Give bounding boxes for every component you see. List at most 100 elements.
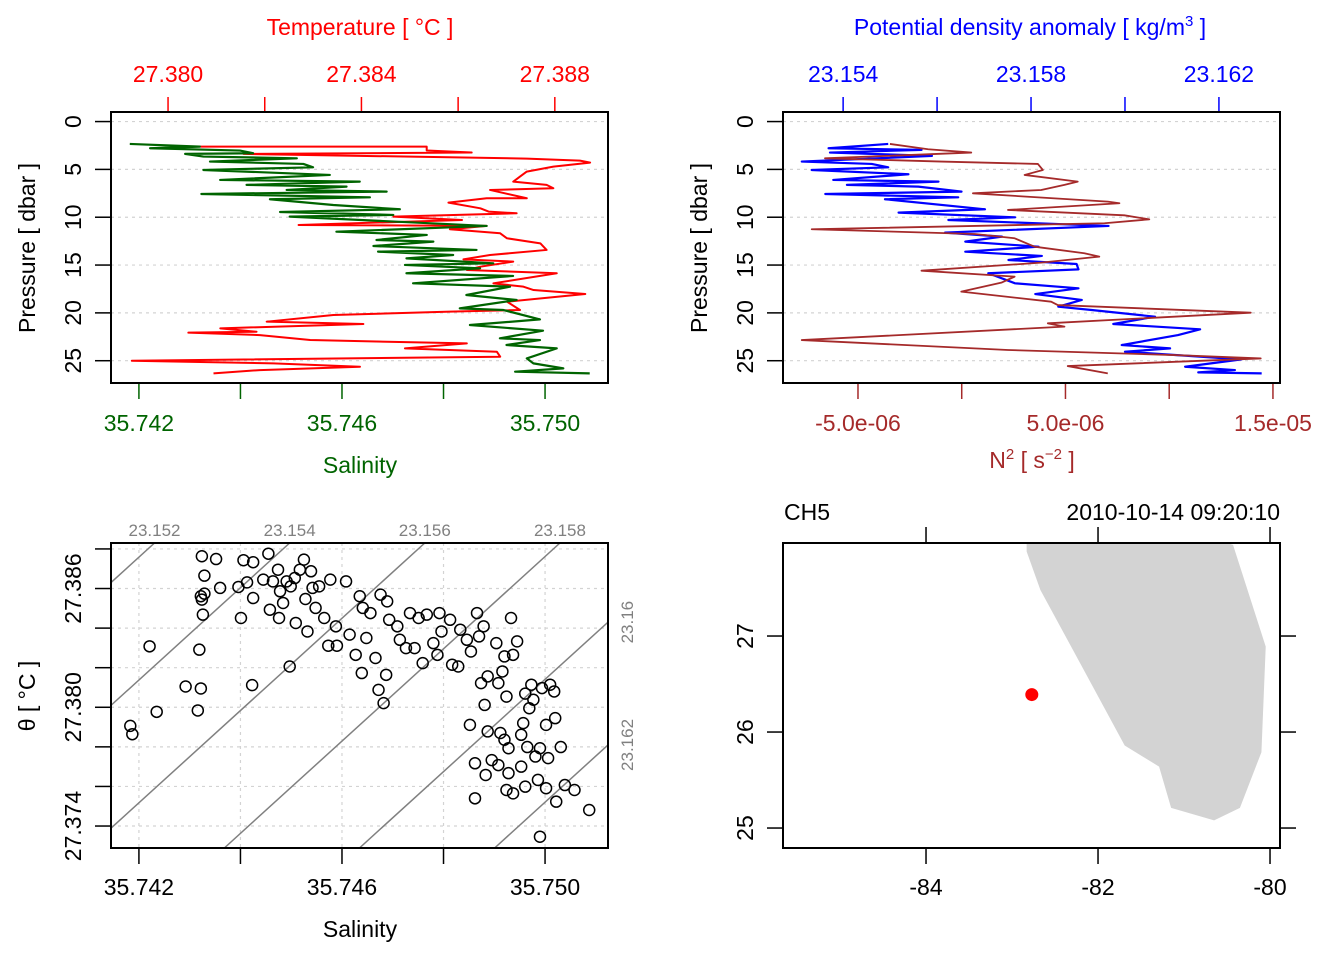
y-tick-label: 27.374: [60, 791, 86, 862]
ts-point: [533, 741, 547, 755]
bottom-tick-label: 1.5e-05: [1234, 410, 1312, 436]
ts-point: [179, 680, 192, 693]
ts-point: [500, 690, 513, 703]
ts-point: [126, 727, 139, 741]
ts-point: [312, 580, 326, 593]
bottom-tick-label: 35.750: [510, 410, 580, 436]
ts-point: [353, 589, 367, 603]
ts-point: [479, 768, 492, 782]
ts-point: [374, 588, 387, 601]
y-tick-label: 27: [732, 623, 758, 649]
ts-point: [195, 550, 209, 563]
ts-point: [379, 668, 393, 682]
ts-point: [317, 611, 331, 625]
ts-point: [213, 581, 227, 595]
temperature-line: [130, 145, 592, 375]
top-tick-label: 23.154: [808, 61, 879, 87]
ts-point: [143, 640, 156, 653]
profile-lines: [129, 142, 592, 375]
isopycnal-label: 23.152: [129, 521, 181, 540]
ts-point: [531, 773, 545, 787]
ts-point: [498, 650, 511, 663]
ts-point: [257, 573, 270, 586]
salinity-line: [129, 142, 590, 375]
y-tick-label: 15: [60, 252, 86, 278]
ts-point: [514, 760, 528, 773]
ts-point: [339, 575, 353, 588]
ts-point: [443, 613, 457, 627]
ts-point: [412, 611, 425, 625]
ts-point: [504, 611, 518, 625]
ts-point: [474, 676, 488, 690]
bottom-tick-label: 35.746: [307, 410, 377, 436]
y-tick-label: 20: [732, 300, 758, 326]
isopycnal-label: 23.162: [618, 719, 637, 771]
y-tick-label: 25: [732, 815, 758, 841]
ts-point: [262, 547, 275, 560]
ts-point: [240, 576, 254, 589]
ts-point: [427, 636, 440, 650]
land-polygon: [1026, 543, 1266, 821]
pressure-axis-title-2: Pressure [ dbar ]: [686, 163, 712, 333]
ts-point: [322, 639, 335, 652]
top-tick-label: 27.388: [520, 61, 590, 87]
ts-point: [193, 643, 206, 656]
ts-point: [478, 698, 491, 712]
map-frame: [782, 542, 1281, 849]
ts-point: [369, 651, 382, 665]
ts-point: [454, 623, 467, 636]
station-name: CH5: [784, 499, 830, 525]
ts-point: [481, 725, 494, 738]
ts-point: [191, 704, 205, 717]
ts-point: [246, 591, 260, 605]
plot-frame: [110, 111, 609, 384]
map-layers: [1025, 543, 1266, 821]
ts-point: [272, 611, 286, 625]
ts-point: [343, 628, 356, 641]
ts-point: [506, 787, 520, 800]
ts-point: [416, 656, 429, 670]
ts-point: [150, 705, 163, 719]
density-axis-title: Potential density anomaly [ kg/m3 ]: [854, 13, 1206, 40]
ts-point: [266, 575, 280, 588]
ts-point: [464, 645, 478, 658]
ts-point: [330, 639, 344, 652]
label-part: Potential density anomaly [ kg/m: [854, 14, 1185, 40]
density-line: [800, 142, 1262, 375]
ts-point: [548, 711, 562, 725]
y-tick-label: 0: [60, 115, 86, 128]
ts-point: [349, 648, 362, 662]
ts-point: [408, 641, 421, 655]
y-tick-label: 25: [732, 348, 758, 374]
ts-point: [435, 625, 448, 638]
top-tick-label: 23.158: [996, 61, 1066, 87]
ts-point: [289, 616, 303, 630]
ts-point: [529, 750, 542, 763]
ts-point: [519, 780, 532, 793]
superscript: 3: [1185, 13, 1193, 30]
ts-point: [391, 620, 404, 633]
ts-point: [393, 633, 407, 647]
ts-point: [198, 569, 211, 582]
isopycnal-line: [111, 543, 291, 706]
ts-point: [355, 666, 369, 680]
ts-point: [502, 741, 515, 755]
ts-point: [196, 608, 210, 621]
salinity-axis-title: Salinity: [323, 452, 398, 478]
ts-point: [521, 740, 534, 754]
x-tick-label: -80: [1253, 874, 1286, 900]
top-tick-label: 27.380: [133, 61, 203, 87]
top-tick-label: 27.384: [326, 61, 397, 87]
ts-points: [124, 547, 596, 843]
ts-point: [506, 648, 520, 662]
ts-point: [304, 565, 318, 578]
ts-point: [468, 792, 482, 805]
ts-point: [527, 693, 540, 707]
bottom-tick-label: 35.742: [104, 410, 174, 436]
ts-point: [431, 648, 444, 662]
ts-point: [198, 587, 211, 600]
ts-point: [525, 678, 538, 691]
isopycnal-line: [494, 744, 608, 848]
x-tick-label: -82: [1081, 874, 1114, 900]
